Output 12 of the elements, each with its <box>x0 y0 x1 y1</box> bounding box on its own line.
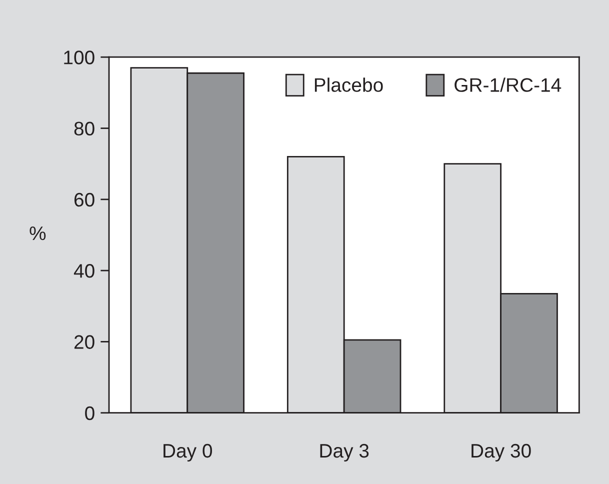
y-tick-label: 60 <box>74 192 94 207</box>
y-tick-label: 40 <box>74 264 94 278</box>
y-tick-label: 0 <box>85 406 94 420</box>
y-axis-title: % <box>30 226 46 240</box>
x-tick-label: Day 0 <box>164 444 212 462</box>
x-tick-label: Day 30 <box>472 444 531 462</box>
y-tick-label: 80 <box>74 122 94 136</box>
y-tick-label: 100 <box>64 50 94 64</box>
y-tick-label: 20 <box>74 335 94 349</box>
legend-label: GR-1/RC-14 <box>454 78 562 92</box>
legend-label: Placebo <box>314 78 383 92</box>
x-tick-label: Day 3 <box>320 444 369 462</box>
